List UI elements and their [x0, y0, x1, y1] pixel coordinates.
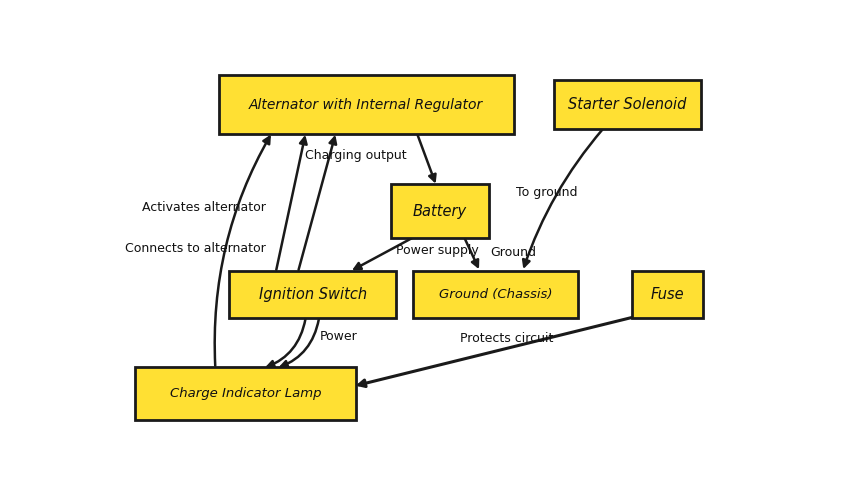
- Text: Charging output: Charging output: [304, 149, 407, 163]
- FancyBboxPatch shape: [135, 367, 356, 420]
- Text: Ground (Chassis): Ground (Chassis): [439, 288, 553, 301]
- FancyBboxPatch shape: [413, 271, 578, 318]
- Text: Power: Power: [319, 330, 357, 343]
- Text: Connects to alternator: Connects to alternator: [125, 243, 266, 255]
- Text: Ignition Switch: Ignition Switch: [259, 287, 367, 302]
- Text: Power supply: Power supply: [396, 245, 479, 257]
- Text: Ground: Ground: [490, 246, 536, 259]
- FancyBboxPatch shape: [219, 75, 514, 134]
- FancyBboxPatch shape: [391, 184, 489, 238]
- Text: Battery: Battery: [413, 204, 467, 218]
- Text: Alternator with Internal Regulator: Alternator with Internal Regulator: [249, 98, 484, 112]
- Text: To ground: To ground: [516, 185, 578, 199]
- FancyBboxPatch shape: [554, 80, 702, 129]
- Text: Fuse: Fuse: [651, 287, 685, 302]
- FancyBboxPatch shape: [228, 271, 396, 318]
- FancyBboxPatch shape: [632, 271, 703, 318]
- Text: Protects circuit: Protects circuit: [460, 332, 554, 345]
- Text: Starter Solenoid: Starter Solenoid: [568, 97, 687, 112]
- Text: Charge Indicator Lamp: Charge Indicator Lamp: [170, 387, 321, 400]
- Text: Activates alternator: Activates alternator: [142, 201, 266, 213]
